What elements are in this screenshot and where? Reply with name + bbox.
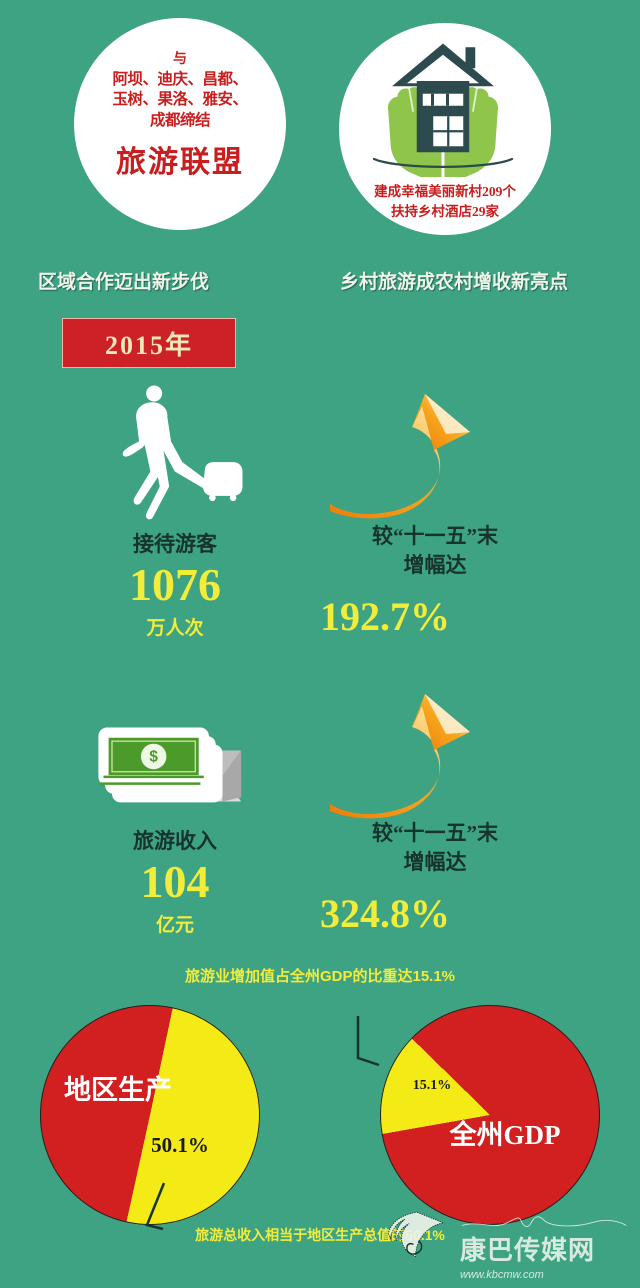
svg-text:$: $ <box>149 749 158 766</box>
